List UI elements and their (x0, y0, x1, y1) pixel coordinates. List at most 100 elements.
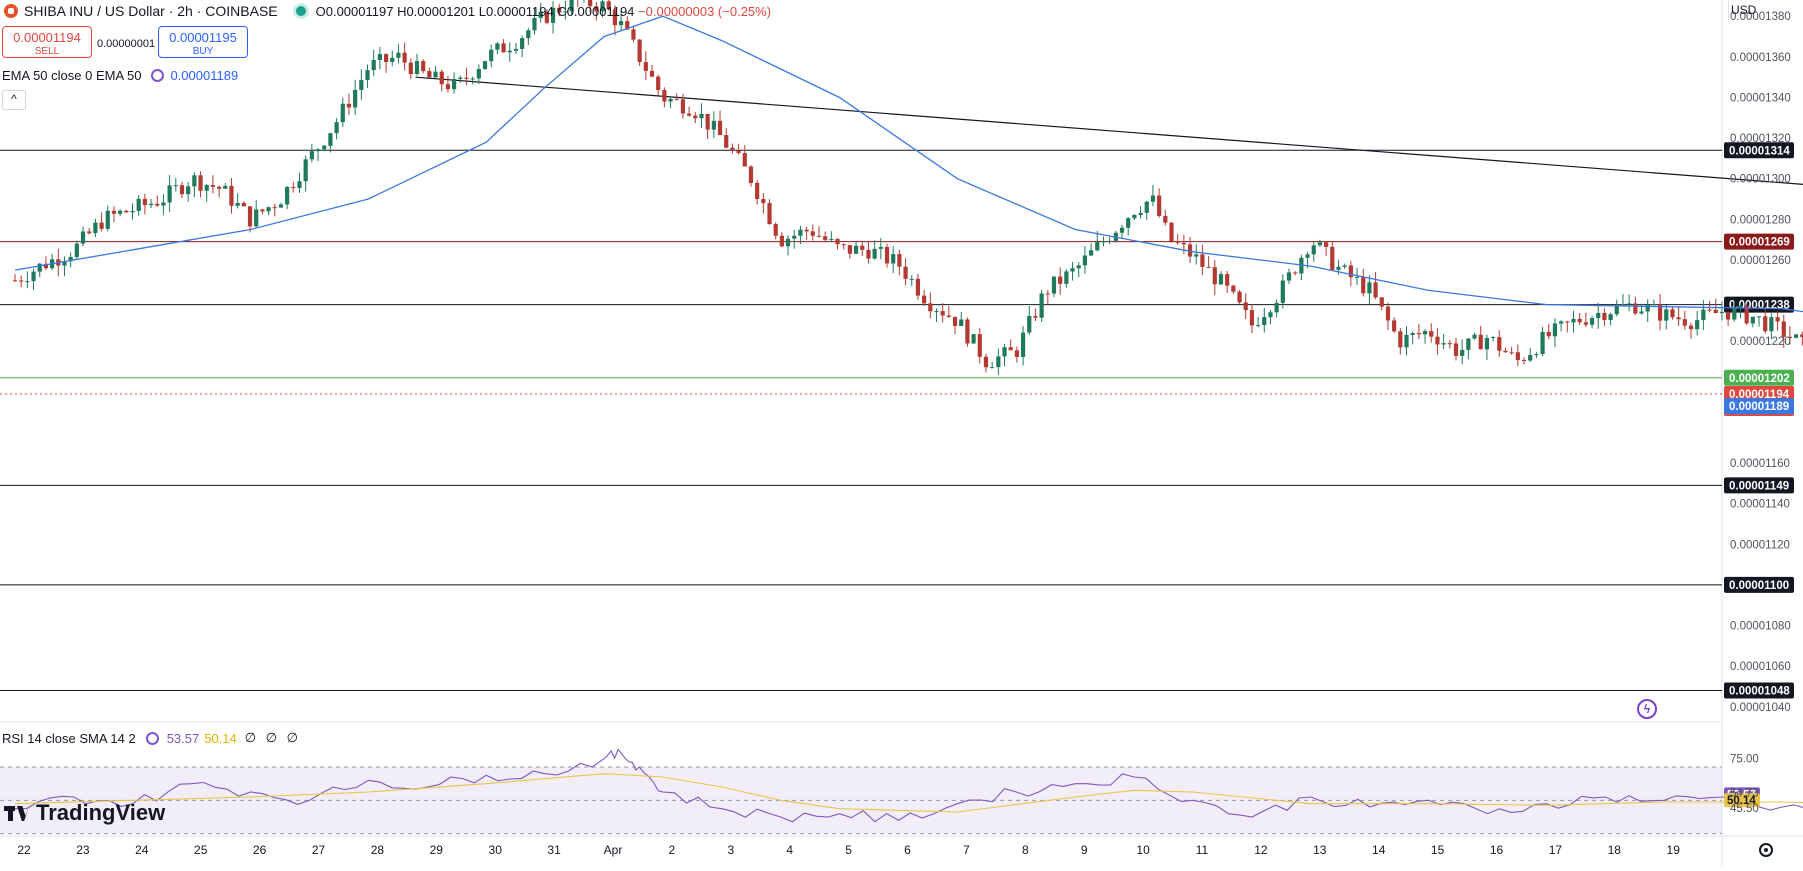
candle-body-158[interactable] (990, 367, 995, 369)
candle-body-286[interactable] (1781, 321, 1786, 337)
candle-body-118[interactable] (742, 153, 747, 167)
candle-body-28[interactable] (186, 186, 191, 195)
candle-body-57[interactable] (365, 70, 370, 80)
candle-body-116[interactable] (730, 147, 735, 151)
level-label-7[interactable]: 0.00001100 (1729, 580, 1789, 592)
symbol-title[interactable]: SHIBA INU / US Dollar · 2h · COINBASE (24, 3, 278, 19)
candle-body-104[interactable] (656, 76, 661, 91)
candle-body-103[interactable] (649, 70, 655, 77)
candle-body-106[interactable] (668, 98, 673, 102)
candle-body-122[interactable] (767, 203, 772, 225)
tradingview-logo[interactable]: TradingView (4, 800, 165, 826)
candle-body-76[interactable] (482, 61, 488, 70)
candle-body-181[interactable] (1132, 214, 1137, 219)
candle-body-20[interactable] (136, 198, 141, 211)
candle-body-157[interactable] (983, 356, 989, 368)
candle-body-193[interactable] (1206, 266, 1211, 268)
candle-body-141[interactable] (884, 246, 890, 264)
ema-50-line[interactable] (14, 15, 1803, 510)
candle-body-73[interactable] (464, 77, 469, 79)
candle-body-179[interactable] (1119, 227, 1125, 233)
candle-body-149[interactable] (934, 311, 939, 313)
candle-body-163[interactable] (1020, 332, 1026, 357)
candle-body-101[interactable] (637, 39, 642, 63)
candle-body-148[interactable] (928, 303, 933, 312)
candle-body-17[interactable] (118, 210, 123, 214)
candle-body-249[interactable] (1552, 323, 1558, 337)
candle-body-243[interactable] (1515, 352, 1520, 360)
candle-body-152[interactable] (952, 316, 958, 326)
candle-body-200[interactable] (1249, 310, 1254, 326)
candle-body-88[interactable] (557, 7, 562, 13)
candle-body-268[interactable] (1670, 309, 1675, 318)
candle-body-121[interactable] (761, 199, 766, 204)
level-label-0[interactable]: 0.00001314 (1729, 145, 1790, 157)
candle-body-117[interactable] (736, 150, 741, 154)
candle-body-50[interactable] (322, 145, 327, 150)
candle-body-43[interactable] (278, 204, 284, 208)
candle-body-35[interactable] (229, 185, 234, 206)
candle-body-202[interactable] (1262, 317, 1267, 326)
indicator-settings-icon[interactable] (151, 69, 165, 82)
candle-body-197[interactable] (1231, 285, 1236, 292)
candle-body-288[interactable] (1794, 334, 1799, 338)
candle-body-38[interactable] (247, 206, 253, 227)
candle-body-283[interactable] (1763, 316, 1768, 332)
candle-body-199[interactable] (1243, 302, 1248, 311)
candle-body-219[interactable] (1367, 282, 1372, 294)
candle-body-18[interactable] (124, 210, 129, 213)
candle-body-225[interactable] (1404, 334, 1409, 348)
candle-body-144[interactable] (903, 266, 908, 279)
candle-body-40[interactable] (260, 209, 265, 212)
candle-body-115[interactable] (724, 134, 729, 148)
candle-body-165[interactable] (1033, 315, 1038, 318)
candle-body-270[interactable] (1682, 319, 1687, 326)
candle-body-15[interactable] (105, 210, 110, 229)
candle-body-186[interactable] (1163, 215, 1168, 223)
candle-body-196[interactable] (1225, 274, 1230, 286)
candle-body-79[interactable] (501, 43, 506, 53)
candle-body-212[interactable] (1324, 242, 1329, 247)
candle-body-96[interactable] (606, 1, 611, 10)
candle-body-19[interactable] (130, 210, 135, 213)
candle-body-155[interactable] (971, 334, 976, 344)
candle-body-262[interactable] (1633, 303, 1638, 314)
candle-body-265[interactable] (1651, 304, 1656, 306)
candle-body-187[interactable] (1169, 222, 1174, 242)
candle-body-4[interactable] (37, 263, 42, 272)
candle-body-280[interactable] (1744, 305, 1749, 324)
candle-body-185[interactable] (1157, 195, 1162, 216)
candle-body-65[interactable] (414, 61, 420, 74)
candle-body-188[interactable] (1175, 241, 1180, 243)
candle-body-285[interactable] (1775, 317, 1780, 322)
candle-body-258[interactable] (1608, 314, 1613, 321)
candle-body-54[interactable] (346, 103, 352, 108)
trendlines[interactable] (415, 76, 1803, 713)
candle-body-232[interactable] (1447, 343, 1452, 345)
candle-body-22[interactable] (148, 203, 154, 206)
candle-body-279[interactable] (1738, 305, 1743, 309)
candle-body-251[interactable] (1565, 321, 1570, 323)
candle-body-60[interactable] (383, 54, 389, 63)
price-axis[interactable]: 0.00001040 0.00001060 0.00001080 0.00001120… (1730, 11, 1791, 815)
candle-body-62[interactable] (396, 52, 401, 58)
candle-body-252[interactable] (1571, 318, 1576, 323)
candle-body-153[interactable] (959, 319, 964, 326)
candle-body-194[interactable] (1212, 267, 1217, 285)
candle-body-180[interactable] (1126, 218, 1131, 228)
candle-body-97[interactable] (612, 9, 617, 26)
candle-body-87[interactable] (550, 7, 556, 23)
candle-body-198[interactable] (1237, 291, 1242, 303)
candle-body-131[interactable] (823, 236, 828, 240)
candle-body-127[interactable] (798, 229, 803, 236)
candle-body-56[interactable] (359, 79, 364, 90)
level-label-8[interactable]: 0.00001048 (1729, 686, 1790, 698)
level-label-3[interactable]: 0.00001202 (1729, 373, 1790, 385)
candle-body-78[interactable] (495, 43, 500, 50)
candle-body-64[interactable] (408, 62, 413, 74)
candle-body-133[interactable] (835, 239, 840, 245)
candle-body-94[interactable] (594, 6, 599, 12)
candle-body-284[interactable] (1769, 317, 1774, 332)
candle-body-205[interactable] (1280, 280, 1285, 303)
